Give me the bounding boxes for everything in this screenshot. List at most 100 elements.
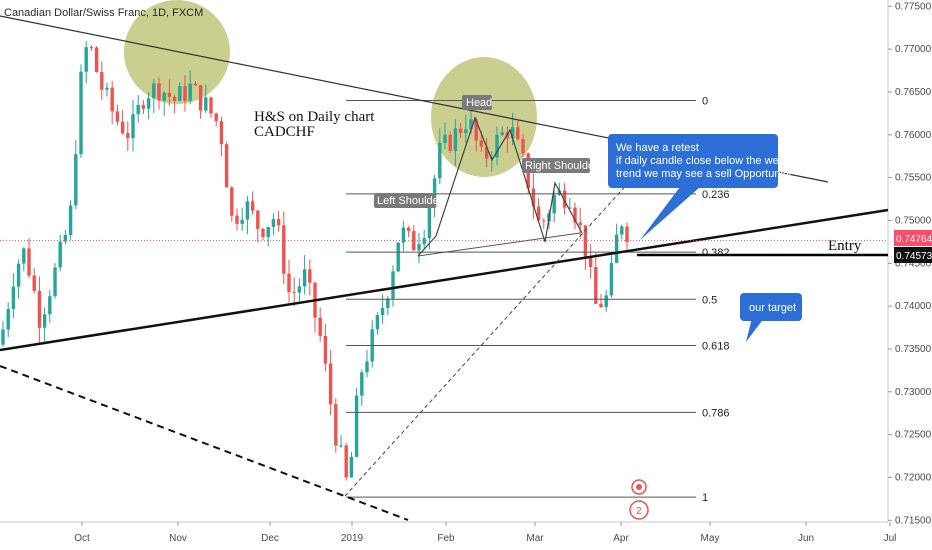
candle-body <box>172 96 177 101</box>
candle-body <box>328 363 333 405</box>
left-shoulder-label: Left Shoulder <box>377 195 443 207</box>
candle-body <box>287 273 291 293</box>
lower-dashed-trendline <box>0 365 409 521</box>
price-tick-label: 0.72500 <box>895 430 932 441</box>
candle-body <box>360 372 364 396</box>
candle-body <box>178 86 182 101</box>
candle-body <box>167 92 172 97</box>
retest-note-pointer <box>640 187 700 240</box>
candle-body <box>42 314 47 328</box>
fib-level-label: 0 <box>702 96 708 108</box>
candle-body <box>224 144 229 188</box>
candle-body <box>344 445 348 478</box>
candle-body <box>614 234 619 263</box>
price-tick-label: 0.77500 <box>895 1 932 12</box>
candle-body <box>474 119 478 141</box>
candle-body <box>183 86 187 101</box>
entry-price-tag-bg <box>894 247 932 263</box>
price-tick-label: 0.74000 <box>895 301 932 312</box>
retest-note-line1: We have a retest <box>616 142 699 154</box>
target-note-pointer <box>746 318 764 342</box>
candle-body <box>531 188 536 207</box>
candle-body <box>198 85 203 111</box>
price-tick-label: 0.75500 <box>895 173 932 184</box>
current-price-tag-bg <box>894 230 932 246</box>
time-tick-label: Dec <box>261 533 279 544</box>
time-tick-label: Mar <box>526 533 544 544</box>
candle-body <box>266 227 270 238</box>
head-label: Head <box>466 97 492 109</box>
candle-body <box>115 111 120 122</box>
candle-body <box>79 71 83 155</box>
candle-body <box>323 335 328 364</box>
candle-body <box>401 227 406 243</box>
candle-body <box>578 222 582 226</box>
price-tick-label: 0.75000 <box>895 215 932 226</box>
candle-body <box>391 271 395 299</box>
candles-group <box>1 40 629 481</box>
candle-body <box>282 225 286 274</box>
candle-body <box>422 238 426 245</box>
candle-body <box>261 228 265 238</box>
candle-body <box>63 235 68 242</box>
candle-body <box>89 47 94 49</box>
candle-body <box>245 201 250 220</box>
candle-body <box>588 257 593 268</box>
candle-body <box>48 296 52 315</box>
price-tick-label: 0.77000 <box>895 44 932 55</box>
candle-body <box>453 128 458 151</box>
candle-body <box>146 98 151 109</box>
candle-body <box>214 113 218 122</box>
candle-body <box>339 445 343 447</box>
price-tick-label: 0.72000 <box>895 472 932 483</box>
event-count-icon[interactable] <box>629 500 649 520</box>
neckline <box>417 232 581 257</box>
candle-body <box>380 307 385 316</box>
fib-level-label: 0.382 <box>702 247 730 259</box>
time-tick-label: Jul <box>884 533 897 544</box>
candle-body <box>427 207 432 239</box>
target-note-box <box>740 293 802 321</box>
price-tick-label: 0.71500 <box>895 515 932 526</box>
fib-level-label: 0.618 <box>702 341 730 353</box>
candle-body <box>152 83 156 99</box>
candle-body <box>568 207 572 209</box>
candle-body <box>521 139 525 154</box>
candle-body <box>516 127 520 140</box>
candle-body <box>235 215 239 224</box>
fibonacci-group: 0 0.236 0.382 0.5 0.618 0.786 1 <box>346 96 730 504</box>
candle-body <box>365 361 369 373</box>
price-axis: 0.77500 0.77000 0.76500 0.76000 0.75500 0.750… <box>888 1 932 526</box>
candle-body <box>500 132 504 135</box>
candle-body <box>105 87 109 90</box>
time-tick-label: 2019 <box>341 533 364 544</box>
candle-body <box>557 190 562 195</box>
retest-note-line3: trend we may see a sell Opportunity <box>616 168 792 180</box>
event-flag-dot <box>636 484 642 490</box>
event-badge-group[interactable]: 2 <box>629 479 649 520</box>
entry-label: Entry <box>828 238 862 254</box>
retest-note-line2: if daily candle close below the weekly <box>616 155 799 167</box>
candle-body <box>536 206 541 221</box>
price-tick-label: 0.76500 <box>895 87 932 98</box>
candle-body <box>406 227 411 232</box>
candle-body <box>32 275 36 291</box>
price-tick-label: 0.76000 <box>895 130 932 141</box>
price-tick-label: 0.73000 <box>895 387 932 398</box>
time-tick-label: Jun <box>798 533 814 544</box>
candle-body <box>438 142 442 179</box>
candle-body <box>386 298 390 308</box>
fib-level-label: 1 <box>702 492 708 504</box>
candle-body <box>256 210 260 229</box>
annotation-title-line1: H&S on Daily chart <box>254 109 375 125</box>
candle-body <box>354 395 359 457</box>
candle-body <box>1 329 5 345</box>
entry-price-tag: 0.74573 <box>896 251 932 262</box>
candle-body <box>27 248 31 276</box>
candle-body <box>22 248 26 264</box>
candle-body <box>604 295 608 308</box>
candle-body <box>271 219 276 228</box>
time-tick-label: May <box>701 533 720 544</box>
candle-body <box>302 269 307 287</box>
